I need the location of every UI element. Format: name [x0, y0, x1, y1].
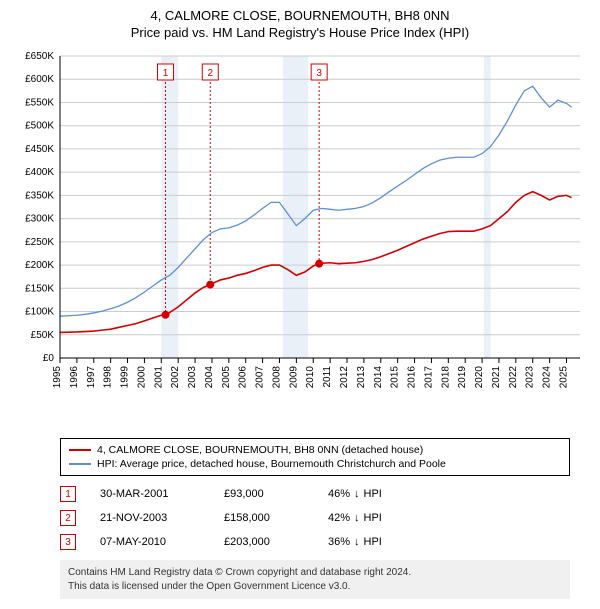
svg-text:£0: £0 — [43, 353, 55, 364]
svg-text:£250K: £250K — [25, 237, 54, 248]
title-address: 4, CALMORE CLOSE, BOURNEMOUTH, BH8 0NN — [10, 8, 590, 23]
chart-container: 4, CALMORE CLOSE, BOURNEMOUTH, BH8 0NN P… — [0, 0, 600, 609]
line-chart: £0 £50K £100K £150K £200K £250K £300K £350K £400… — [10, 48, 590, 428]
svg-text:2003: 2003 — [187, 366, 198, 389]
svg-text:2002: 2002 — [170, 366, 181, 389]
svg-text:2009: 2009 — [288, 366, 299, 389]
event-diff-pct: 42% — [328, 512, 350, 524]
event-diff-vs: HPI — [364, 536, 382, 548]
arrow-down-icon: ↓ — [354, 536, 360, 548]
svg-text:2022: 2022 — [508, 366, 519, 389]
svg-text:2005: 2005 — [221, 366, 232, 389]
event-marker: 2 — [60, 510, 76, 526]
svg-text:2000: 2000 — [136, 366, 147, 389]
arrow-down-icon: ↓ — [354, 488, 360, 500]
event-diff-vs: HPI — [364, 512, 382, 524]
svg-text:2024: 2024 — [542, 366, 553, 389]
footer-line2: This data is licensed under the Open Gov… — [68, 580, 562, 594]
footer-line1: Contains HM Land Registry data © Crown c… — [68, 566, 562, 580]
chart-area: £0 £50K £100K £150K £200K £250K £300K £350K £400… — [10, 48, 590, 428]
event-date: 21-NOV-2003 — [100, 512, 200, 524]
svg-text:£450K: £450K — [25, 144, 54, 155]
svg-text:2020: 2020 — [474, 366, 485, 389]
svg-text:1997: 1997 — [86, 366, 97, 389]
svg-text:£650K: £650K — [25, 51, 54, 62]
svg-text:2015: 2015 — [390, 366, 401, 389]
event-diff: 42% ↓ HPI — [328, 512, 418, 524]
svg-text:2001: 2001 — [153, 366, 164, 389]
svg-text:2018: 2018 — [440, 366, 451, 389]
svg-text:2006: 2006 — [238, 366, 249, 389]
svg-text:2: 2 — [207, 68, 213, 79]
arrow-down-icon: ↓ — [354, 512, 360, 524]
svg-text:£500K: £500K — [25, 121, 54, 132]
event-diff-pct: 46% — [328, 488, 350, 500]
event-diff: 36% ↓ HPI — [328, 536, 418, 548]
svg-text:£200K: £200K — [25, 260, 54, 271]
event-marker: 3 — [60, 534, 76, 550]
event-marker: 1 — [60, 486, 76, 502]
svg-text:2010: 2010 — [305, 366, 316, 389]
svg-text:2007: 2007 — [255, 366, 266, 389]
event-date: 07-MAY-2010 — [100, 536, 200, 548]
event-diff-pct: 36% — [328, 536, 350, 548]
svg-text:£300K: £300K — [25, 214, 54, 225]
svg-text:£550K: £550K — [25, 97, 54, 108]
svg-text:1996: 1996 — [69, 366, 80, 389]
footer-attribution: Contains HM Land Registry data © Crown c… — [60, 560, 570, 599]
legend-item: HPI: Average price, detached house, Bour… — [69, 457, 561, 471]
svg-text:£350K: £350K — [25, 190, 54, 201]
svg-text:2019: 2019 — [457, 366, 468, 389]
event-price: £93,000 — [224, 488, 304, 500]
svg-text:£100K: £100K — [25, 307, 54, 318]
svg-text:2014: 2014 — [373, 366, 384, 389]
svg-text:2004: 2004 — [204, 366, 215, 389]
svg-text:2011: 2011 — [322, 366, 333, 388]
legend-swatch — [69, 463, 91, 465]
svg-text:1999: 1999 — [120, 366, 131, 389]
svg-text:2025: 2025 — [558, 366, 569, 389]
legend-item: 4, CALMORE CLOSE, BOURNEMOUTH, BH8 0NN (… — [69, 443, 561, 457]
event-row: 3 07-MAY-2010 £203,000 36% ↓ HPI — [60, 530, 570, 554]
svg-text:2016: 2016 — [407, 366, 418, 389]
svg-text:2021: 2021 — [491, 366, 502, 389]
title-subtitle: Price paid vs. HM Land Registry's House … — [10, 25, 590, 40]
event-price: £158,000 — [224, 512, 304, 524]
events-table: 1 30-MAR-2001 £93,000 46% ↓ HPI 2 21-NOV-2003 £1… — [60, 482, 570, 554]
title-block: 4, CALMORE CLOSE, BOURNEMOUTH, BH8 0NN P… — [10, 8, 590, 40]
event-row: 1 30-MAR-2001 £93,000 46% ↓ HPI — [60, 482, 570, 506]
legend-swatch — [69, 449, 91, 451]
svg-text:2023: 2023 — [525, 366, 536, 389]
svg-text:£50K: £50K — [31, 330, 55, 341]
svg-text:2012: 2012 — [339, 366, 350, 389]
svg-text:£150K: £150K — [25, 283, 54, 294]
legend-label: HPI: Average price, detached house, Bour… — [97, 458, 446, 470]
legend: 4, CALMORE CLOSE, BOURNEMOUTH, BH8 0NN (… — [60, 438, 570, 476]
svg-text:3: 3 — [316, 68, 322, 79]
legend-label: 4, CALMORE CLOSE, BOURNEMOUTH, BH8 0NN (… — [97, 444, 423, 456]
svg-text:£600K: £600K — [25, 74, 54, 85]
svg-text:2008: 2008 — [271, 366, 282, 389]
svg-text:1995: 1995 — [52, 366, 63, 389]
svg-text:1998: 1998 — [103, 366, 114, 389]
svg-text:2013: 2013 — [356, 366, 367, 389]
event-date: 30-MAR-2001 — [100, 488, 200, 500]
svg-text:2017: 2017 — [423, 366, 434, 389]
svg-text:1: 1 — [163, 68, 169, 79]
svg-text:£400K: £400K — [25, 167, 54, 178]
event-row: 2 21-NOV-2003 £158,000 42% ↓ HPI — [60, 506, 570, 530]
event-diff-vs: HPI — [364, 488, 382, 500]
event-price: £203,000 — [224, 536, 304, 548]
event-diff: 46% ↓ HPI — [328, 488, 418, 500]
